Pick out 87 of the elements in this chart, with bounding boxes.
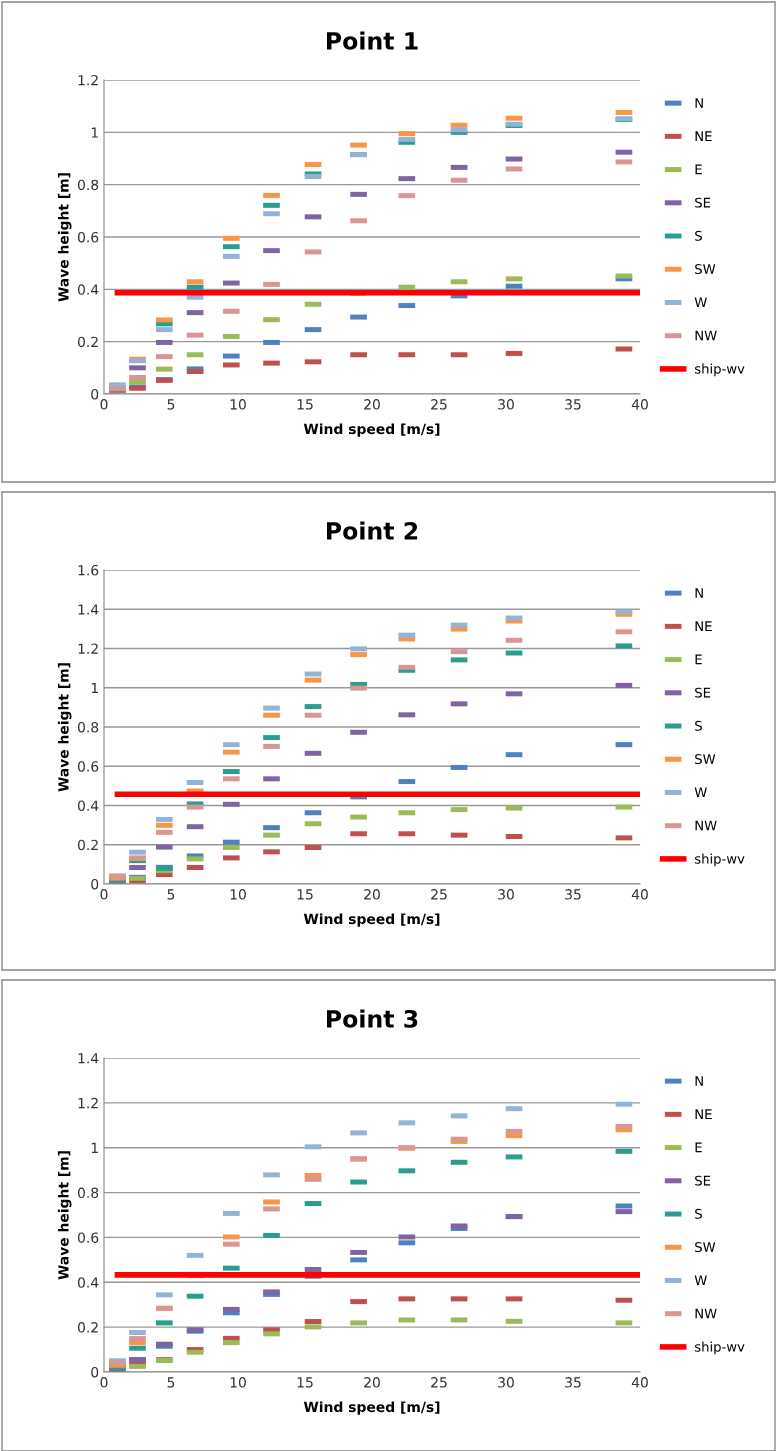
legend-label: SE	[695, 197, 711, 208]
x-tick-label: 40	[631, 889, 648, 900]
x-tick-label: 40	[631, 1377, 648, 1388]
y-tick-label: 0.6	[77, 1232, 99, 1243]
y-tick-label: 0.8	[77, 179, 99, 191]
y-axis-title: Wave height [m]	[57, 173, 72, 302]
x-tick-label: 5	[167, 1377, 175, 1388]
legend-label: E	[695, 654, 702, 665]
x-tick-label: 30	[498, 399, 514, 410]
x-tick-label: 0	[100, 1377, 108, 1388]
legend-label: N	[695, 98, 703, 108]
chart-title: Point 3	[326, 1009, 418, 1028]
x-tick-label: 5	[167, 399, 175, 410]
legend-label: N	[695, 1076, 703, 1086]
y-tick-label: 1.4	[78, 1053, 99, 1064]
x-tick-label: 25	[431, 399, 447, 410]
chart-title: Point 1	[326, 31, 418, 50]
x-tick-label: 35	[565, 1377, 581, 1388]
y-tick-label: 0.2	[77, 839, 98, 851]
y-tick-label: 1.2	[78, 1097, 98, 1109]
legend-label: ship-wv	[694, 853, 745, 867]
legend-label: W	[694, 787, 707, 798]
legend-label: ship-wv	[694, 363, 745, 377]
legend-label: NW	[695, 820, 717, 831]
y-tick-label: 0.4	[77, 284, 99, 295]
x-tick-label: 30	[498, 889, 514, 900]
y-tick-label: 0.8	[77, 721, 99, 733]
x-axis-title: Wind speed [m/s]	[303, 1401, 440, 1415]
legend-label: W	[694, 297, 707, 308]
legend-label: NW	[695, 330, 717, 341]
y-tick-label: 0.2	[77, 336, 98, 348]
x-tick-label: 25	[431, 1377, 447, 1388]
legend-label: S	[695, 720, 702, 731]
x-tick-label: 15	[297, 1377, 313, 1388]
y-tick-label: 0.4	[77, 800, 99, 811]
chart-title: Point 2	[326, 521, 418, 540]
legend-label: SE	[695, 687, 711, 698]
x-tick-label: 40	[631, 399, 648, 410]
x-tick-label: 20	[364, 399, 380, 410]
legend-label: S	[695, 230, 702, 241]
y-tick-label: 1.6	[78, 564, 99, 576]
legend-label: W	[694, 1275, 707, 1286]
y-tick-label: 1.4	[78, 604, 99, 615]
y-tick-label: 0	[91, 878, 99, 890]
x-tick-label: 10	[230, 1377, 246, 1388]
y-tick-label: 1.2	[78, 643, 98, 654]
legend-label: SW	[695, 264, 716, 275]
legend-label: ship-wv	[694, 1341, 745, 1355]
y-tick-label: 0	[91, 1366, 99, 1378]
legend-label: SW	[695, 754, 716, 765]
x-tick-label: 15	[297, 399, 313, 410]
x-tick-label: 20	[364, 889, 380, 900]
y-tick-label: 1.2	[78, 74, 98, 86]
x-tick-label: 10	[230, 889, 246, 900]
legend-label: E	[695, 1142, 702, 1153]
x-tick-label: 10	[230, 399, 246, 410]
legend-label: S	[695, 1208, 702, 1219]
y-tick-label: 1	[91, 682, 98, 694]
x-tick-label: 35	[565, 889, 581, 900]
y-tick-label: 0.6	[77, 231, 99, 243]
legend-label: NE	[695, 621, 712, 631]
x-axis-title: Wind speed [m/s]	[303, 423, 440, 437]
x-axis-title: Wind speed [m/s]	[303, 913, 440, 927]
y-tick-label: 0.2	[77, 1322, 98, 1333]
x-tick-label: 0	[100, 889, 108, 900]
legend-label: SW	[695, 1242, 716, 1253]
x-tick-label: 0	[100, 399, 108, 410]
legend-label: NE	[695, 1109, 712, 1119]
x-tick-label: 30	[498, 1377, 514, 1388]
legend-label: NW	[695, 1308, 717, 1319]
y-axis-title: Wave height [m]	[57, 663, 72, 792]
y-tick-label: 0	[91, 388, 99, 400]
y-tick-label: 0.6	[77, 761, 99, 772]
legend-label: E	[695, 164, 702, 175]
x-tick-label: 5	[167, 889, 175, 900]
y-tick-label: 1	[91, 1142, 98, 1153]
x-tick-label: 25	[431, 889, 447, 900]
y-tick-label: 0.8	[77, 1187, 99, 1199]
legend-label: NE	[695, 131, 712, 141]
x-tick-label: 35	[565, 399, 581, 410]
legend-label: SE	[695, 1175, 711, 1186]
x-tick-label: 15	[297, 889, 313, 900]
legend-label: N	[695, 588, 703, 598]
x-tick-label: 20	[364, 1377, 380, 1388]
y-axis-title: Wave height [m]	[57, 1151, 72, 1280]
y-tick-label: 0.4	[77, 1277, 99, 1288]
y-tick-label: 1	[91, 127, 98, 138]
